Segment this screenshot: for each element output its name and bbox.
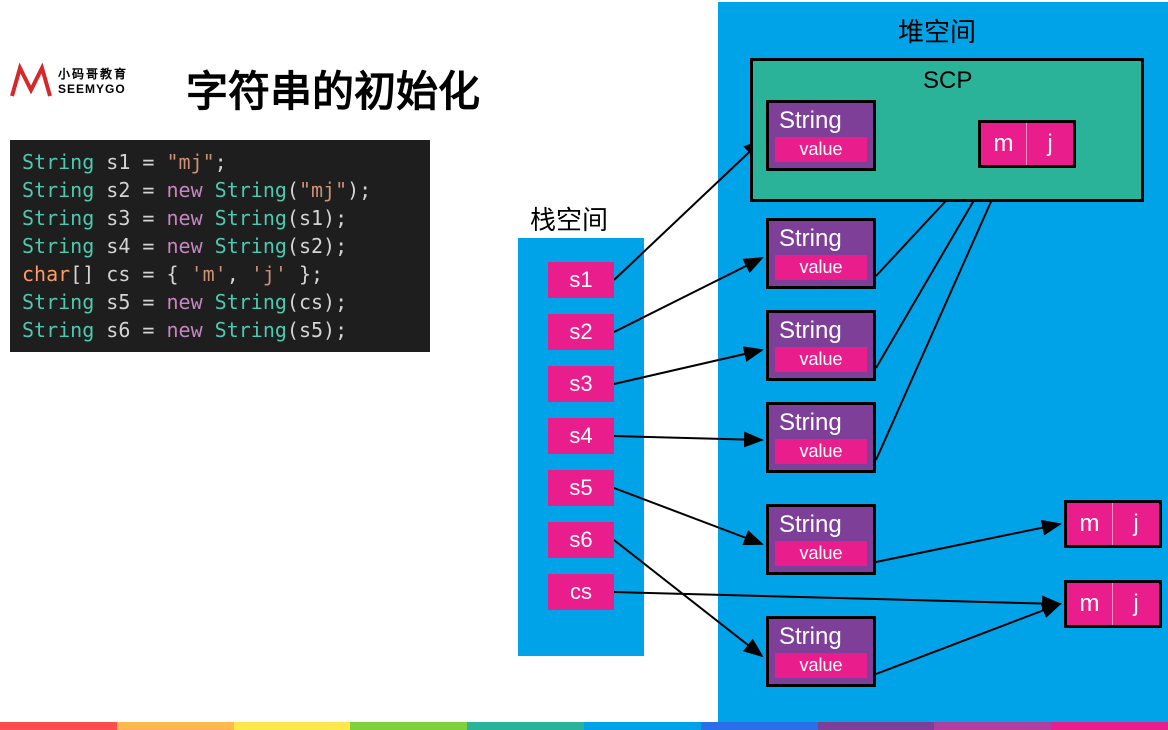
scp-title: SCP — [923, 67, 972, 95]
char-cell: m — [1067, 583, 1113, 625]
bottom-stripe — [0, 722, 1168, 730]
logo-line1: 小码哥教育 — [58, 65, 128, 82]
char-cell: j — [1113, 583, 1159, 625]
stripe-segment — [117, 722, 234, 730]
char-cell: j — [1027, 123, 1073, 165]
stack-var-s1: s1 — [548, 262, 614, 298]
heap-title: 堆空间 — [898, 12, 976, 49]
stack-var-s6: s6 — [548, 522, 614, 558]
value-box: value — [775, 439, 867, 464]
page-title: 字符串的初始化 — [186, 58, 480, 119]
char-cell: j — [1113, 503, 1159, 545]
char-array-mj3: mj — [1064, 580, 1162, 628]
stack-var-cs: cs — [548, 574, 614, 610]
stripe-segment — [0, 722, 117, 730]
stack-var-s2: s2 — [548, 314, 614, 350]
string-obj-str3: Stringvalue — [766, 310, 876, 381]
string-obj-label: String — [775, 623, 867, 651]
value-box: value — [775, 653, 867, 678]
string-obj-str5: Stringvalue — [766, 504, 876, 575]
string-obj-str6: Stringvalue — [766, 616, 876, 687]
string-obj-label: String — [775, 107, 867, 135]
stack-var-s4: s4 — [548, 418, 614, 454]
string-obj-scpStr: Stringvalue — [766, 100, 876, 171]
stripe-segment — [584, 722, 701, 730]
stripe-segment — [1051, 722, 1168, 730]
char-array-mj2: mj — [1064, 500, 1162, 548]
char-cell: m — [1067, 503, 1113, 545]
stack-var-s3: s3 — [548, 366, 614, 402]
string-obj-str2: Stringvalue — [766, 218, 876, 289]
string-obj-str4: Stringvalue — [766, 402, 876, 473]
logo-text: 小码哥教育 SEEMYGO — [58, 65, 128, 96]
string-obj-label: String — [775, 409, 867, 437]
logo-line2: SEEMYGO — [58, 82, 128, 96]
char-cell: m — [981, 123, 1027, 165]
string-obj-label: String — [775, 511, 867, 539]
string-obj-label: String — [775, 317, 867, 345]
value-box: value — [775, 137, 867, 162]
stripe-segment — [701, 722, 818, 730]
stack-var-s5: s5 — [548, 470, 614, 506]
stripe-segment — [818, 722, 935, 730]
stripe-segment — [350, 722, 467, 730]
value-box: value — [775, 347, 867, 372]
logo-mark — [10, 62, 52, 98]
value-box: value — [775, 255, 867, 280]
code-block: String s1 = "mj";String s2 = new String(… — [10, 140, 430, 352]
logo: 小码哥教育 SEEMYGO — [10, 62, 128, 98]
stripe-segment — [467, 722, 584, 730]
char-array-mj1: mj — [978, 120, 1076, 168]
value-box: value — [775, 541, 867, 566]
string-obj-label: String — [775, 225, 867, 253]
stack-title: 栈空间 — [530, 200, 608, 237]
stripe-segment — [934, 722, 1051, 730]
stripe-segment — [234, 722, 351, 730]
